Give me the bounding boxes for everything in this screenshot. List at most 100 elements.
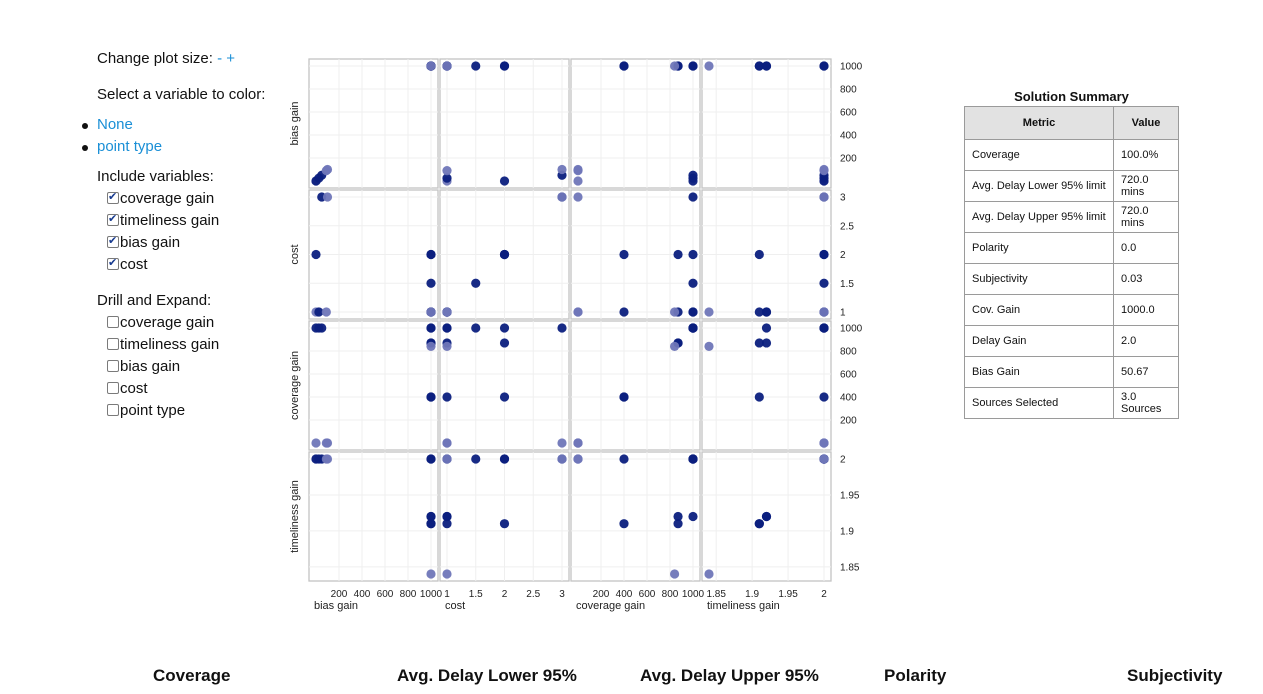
checkbox-icon[interactable] [107,258,119,270]
x-axis-title: timeliness gain [707,600,780,612]
include-variables-title: Include variables: [97,168,214,185]
drill-variable-label: cost [120,380,148,397]
data-point [314,173,324,183]
data-point [499,519,510,529]
data-point [314,323,324,333]
summary-metric: Cov. Gain [964,294,1114,326]
bullet-icon [82,123,88,129]
summary-metric: Delay Gain [964,325,1114,357]
include-variable-label: timeliness gain [120,212,220,229]
x-tick-label: 2.5 [526,589,540,600]
data-point [499,249,510,260]
data-point [688,323,698,333]
data-point [499,454,510,464]
data-point [557,164,567,175]
header-avg-delay-lower: Avg. Delay Lower 95% [397,666,577,685]
data-point [688,61,698,71]
checkbox-icon[interactable] [107,382,119,394]
data-point [426,249,436,260]
plot-size-increase-button[interactable]: + [226,50,236,67]
x-tick-label: 1 [444,589,450,600]
data-point [573,176,583,186]
data-point [754,249,764,260]
data-point [471,323,481,333]
summary-metric: Bias Gain [964,356,1114,388]
data-point [442,307,452,317]
data-point [688,192,698,202]
solution-summary: Solution Summary Metric Value Coverage 10… [964,88,1179,419]
summary-value: 720.0 mins [1113,201,1179,233]
plot-size-decrease-button[interactable]: - [217,50,223,67]
checkbox-icon[interactable] [107,338,119,350]
data-point [442,166,452,176]
x-tick-label: 200 [331,589,348,600]
color-option-none[interactable]: None [82,114,297,136]
color-option-label[interactable]: point type [97,138,163,155]
data-point [688,278,698,288]
data-point [557,438,567,448]
x-tick-label: 800 [400,589,417,600]
color-option-label[interactable]: None [97,116,133,133]
data-point [688,511,698,522]
data-point [573,454,583,464]
checkbox-icon[interactable] [107,236,119,248]
matrix-cell [308,320,439,451]
checkbox-icon[interactable] [107,214,119,226]
plot-size-label: Change plot size: [97,50,213,67]
data-point [442,519,452,529]
data-point [819,438,829,448]
data-point [670,61,680,71]
data-point [619,249,629,260]
matrix-cell [308,451,439,582]
summary-value: 2.0 [1113,325,1179,357]
x-tick-label: 2 [502,589,508,600]
y-tick-label: 2.5 [840,221,854,232]
drill-variable-item[interactable]: point type [97,400,297,422]
include-variable-item[interactable]: timeliness gain [97,210,297,232]
data-point [442,173,452,183]
data-point [754,338,764,348]
include-variable-item[interactable]: bias gain [97,232,297,254]
summary-value: 0.03 [1113,263,1179,295]
drill-variable-item[interactable]: bias gain [97,356,297,378]
drill-variable-item[interactable]: timeliness gain [97,334,297,356]
y-axis-title: coverage gain [289,351,301,420]
y-tick-label: 400 [840,131,857,142]
checkbox-icon[interactable] [107,316,119,328]
data-point [426,323,436,333]
include-variable-item[interactable]: cost [97,254,297,276]
y-axis-title: bias gain [289,101,301,145]
summary-row: Avg. Delay Lower 95% limit 720.0 mins [964,170,1179,202]
data-point [314,307,324,317]
y-tick-label: 3 [840,193,846,204]
y-tick-label: 1000 [840,62,863,73]
data-point [471,454,481,464]
x-axis-title: cost [445,600,465,612]
data-point [688,454,698,464]
checkbox-icon[interactable] [107,192,119,204]
data-point [754,392,764,402]
data-point [688,307,698,317]
summary-row: Bias Gain 50.67 [964,356,1179,388]
bullet-icon [82,145,88,151]
data-point [471,61,481,71]
summary-table: Metric Value Coverage 100.0% Avg. Delay Lo… [964,106,1179,419]
y-tick-label: 600 [840,370,857,381]
y-tick-label: 200 [840,154,857,165]
data-point [761,338,772,348]
color-option-point-type[interactable]: point type [82,136,297,158]
data-point [819,278,829,288]
include-variable-item[interactable]: coverage gain [97,188,297,210]
summary-value: 50.67 [1113,356,1179,388]
data-point [311,249,321,260]
checkbox-icon[interactable] [107,404,119,416]
drill-variable-label: timeliness gain [120,336,220,353]
drill-variable-item[interactable]: coverage gain [97,312,297,334]
x-tick-label: 600 [639,589,656,600]
data-point [426,278,436,288]
checkbox-icon[interactable] [107,360,119,372]
summary-metric: Coverage [964,139,1114,171]
drill-variable-item[interactable]: cost [97,378,297,400]
summary-metric: Polarity [964,232,1114,264]
x-tick-label: 1.5 [469,589,483,600]
